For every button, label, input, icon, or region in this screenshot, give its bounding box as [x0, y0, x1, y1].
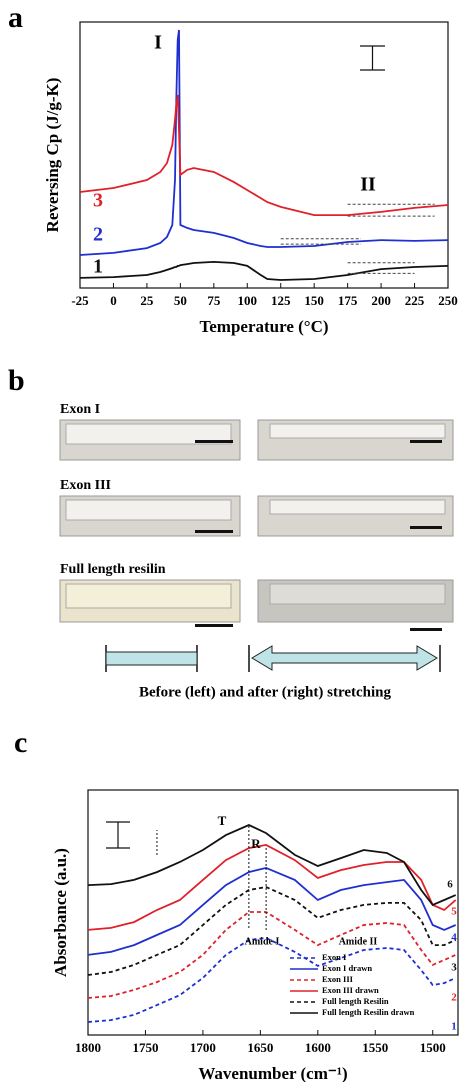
legend-label: Full length Resilin drawn — [322, 1007, 415, 1017]
curve-label: 1 — [451, 1021, 457, 1033]
x-tick-label: 1600 — [305, 1040, 331, 1055]
caption: Before (left) and after (right) stretchi… — [139, 684, 392, 700]
y-axis-title: Reversing Cp (J/g-K) — [43, 78, 62, 233]
x-tick-label: 75 — [207, 293, 221, 308]
x-tick-label: 25 — [140, 293, 154, 308]
series-line — [88, 887, 456, 975]
series-line — [88, 825, 456, 905]
panel-label: a — [8, 1, 23, 34]
legend-label: Full length Resilin — [322, 996, 389, 1006]
curve-label: 3 — [93, 190, 103, 212]
legend-label: Exon III — [322, 974, 354, 984]
legend-label: Exon I drawn — [322, 963, 372, 973]
row-label: Full length resilin — [60, 562, 166, 577]
x-tick-label: 1750 — [132, 1040, 158, 1055]
x-tick-label: -25 — [71, 293, 89, 308]
annotation: Amide I — [245, 936, 280, 947]
x-tick-label: 1650 — [247, 1040, 273, 1055]
photos — [60, 420, 453, 672]
x-tick-label: 175 — [338, 293, 358, 308]
panel-label: c — [14, 726, 27, 759]
plot-frame — [88, 790, 458, 1035]
legend-label: Exon I — [322, 952, 347, 962]
x-tick-label: 1800 — [75, 1040, 101, 1055]
curve-label: 2 — [451, 992, 457, 1004]
figure: b Exon I Exon III Full length resilin Be… — [0, 0, 460, 1082]
scale-bar — [106, 822, 130, 848]
panel-label: b — [8, 364, 25, 397]
annotation: R — [251, 836, 261, 851]
x-tick-label: 150 — [304, 293, 324, 308]
curve-label: 1 — [93, 256, 103, 278]
curve-label: 3 — [451, 962, 457, 974]
x-tick-label: 0 — [110, 293, 117, 308]
series-line — [88, 845, 456, 930]
x-tick-label: 1550 — [362, 1040, 388, 1055]
x-tick-label: 100 — [238, 293, 258, 308]
annotation: Amide II — [339, 936, 378, 947]
x-tick-label: 1500 — [420, 1040, 446, 1055]
series-line — [80, 30, 448, 255]
row-label: Exon III — [60, 478, 111, 493]
annotation: II — [360, 174, 376, 196]
series-line — [80, 262, 448, 280]
y-axis-title: Absorbance (a.u.) — [51, 848, 70, 977]
row-label: Exon I — [60, 402, 100, 417]
x-tick-label: 1700 — [190, 1040, 216, 1055]
annotation: I — [154, 32, 162, 54]
annotation: T — [218, 813, 227, 828]
x-axis-title: Wavenumber (cm⁻¹) — [198, 1064, 347, 1082]
x-tick-label: 250 — [438, 293, 458, 308]
scale-bar — [360, 46, 385, 70]
curve-label: 2 — [93, 224, 103, 246]
plot-frame — [80, 22, 448, 288]
x-axis-title: Temperature (°C) — [199, 317, 328, 336]
x-tick-label: 200 — [371, 293, 391, 308]
x-tick-label: 125 — [271, 293, 291, 308]
x-tick-label: 50 — [174, 293, 187, 308]
legend-label: Exon III drawn — [322, 985, 379, 995]
series-line — [88, 912, 456, 998]
curve-label: 5 — [451, 906, 457, 918]
series-line — [80, 95, 448, 215]
curve-label: 6 — [447, 879, 453, 891]
x-tick-label: 225 — [405, 293, 425, 308]
